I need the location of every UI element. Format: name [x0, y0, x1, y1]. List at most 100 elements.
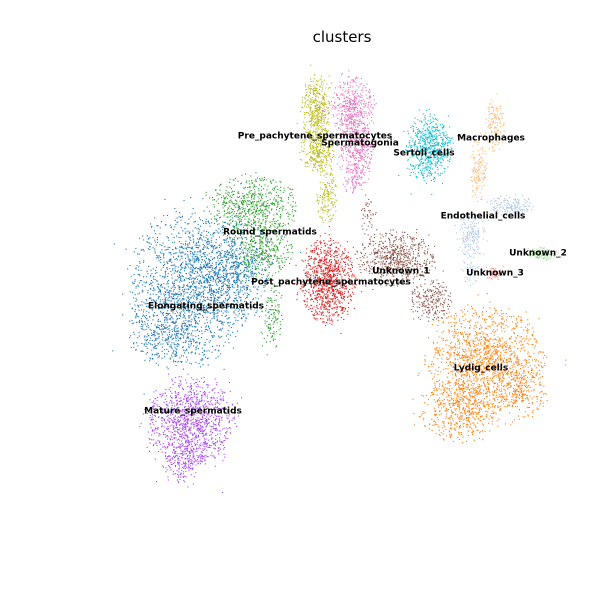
data-point — [496, 134, 498, 136]
data-point — [486, 162, 488, 164]
data-point — [471, 227, 473, 229]
data-point — [360, 149, 362, 151]
data-point — [356, 112, 358, 114]
data-point — [490, 126, 492, 128]
data-point — [540, 250, 542, 252]
data-point — [353, 102, 355, 104]
data-point — [437, 160, 439, 162]
data-point — [340, 285, 342, 287]
data-point — [320, 118, 322, 120]
data-point — [258, 255, 260, 257]
data-point — [494, 117, 496, 119]
data-point — [329, 87, 331, 89]
data-point — [354, 130, 356, 132]
data-point — [276, 209, 278, 211]
data-point — [320, 151, 322, 153]
data-point — [259, 218, 261, 220]
data-point — [258, 220, 260, 222]
data-point — [314, 163, 316, 165]
data-point — [346, 108, 348, 110]
data-point — [283, 246, 285, 248]
data-point — [248, 251, 250, 253]
data-point — [241, 206, 243, 208]
data-point — [443, 149, 445, 151]
data-point — [321, 302, 323, 304]
data-point — [260, 224, 262, 226]
data-point — [224, 213, 226, 215]
data-point — [349, 132, 351, 134]
data-point — [327, 271, 329, 273]
data-point — [492, 120, 494, 122]
data-point — [415, 175, 417, 177]
data-point — [239, 237, 241, 239]
data-point — [244, 207, 246, 209]
data-point — [315, 318, 317, 320]
data-point — [499, 271, 501, 273]
data-point — [293, 214, 295, 216]
data-point — [514, 199, 516, 201]
data-point — [418, 152, 420, 154]
data-point — [340, 110, 342, 112]
data-point — [348, 107, 350, 109]
data-point — [468, 271, 470, 273]
data-point — [344, 119, 346, 121]
data-point — [307, 99, 309, 101]
data-point — [335, 251, 337, 253]
data-point — [310, 81, 312, 83]
data-point — [311, 118, 313, 120]
data-point — [352, 127, 354, 129]
data-point — [333, 256, 335, 258]
data-point — [432, 149, 434, 151]
data-point — [354, 133, 356, 135]
data-point — [474, 236, 476, 238]
data-point — [331, 159, 333, 161]
data-point — [347, 313, 349, 315]
data-point — [310, 156, 312, 158]
data-point — [474, 162, 476, 164]
data-point — [335, 262, 337, 264]
data-point — [490, 275, 492, 277]
data-point — [291, 211, 293, 213]
data-point — [252, 253, 254, 255]
data-point — [311, 282, 313, 284]
data-point — [413, 153, 415, 155]
data-point — [360, 172, 362, 174]
data-point — [495, 131, 497, 133]
data-point — [320, 206, 322, 208]
data-point — [427, 130, 429, 132]
data-point — [213, 199, 215, 201]
data-point — [355, 172, 357, 174]
data-point — [350, 119, 352, 121]
data-point — [347, 290, 349, 292]
data-point — [439, 145, 441, 147]
data-point — [321, 118, 323, 120]
data-point — [354, 99, 356, 101]
data-point — [225, 202, 227, 204]
data-point — [243, 263, 245, 265]
data-point — [321, 142, 323, 144]
data-point — [341, 122, 343, 124]
data-point — [259, 225, 261, 227]
data-point — [317, 170, 319, 172]
data-point — [258, 224, 260, 226]
data-point — [338, 86, 340, 88]
data-point — [355, 150, 357, 152]
data-point — [247, 200, 249, 202]
data-point — [253, 218, 255, 220]
data-point — [348, 150, 350, 152]
data-point — [328, 75, 330, 77]
data-point — [323, 262, 325, 264]
data-point — [266, 255, 268, 257]
data-point — [356, 278, 358, 280]
data-point — [268, 267, 270, 269]
data-point — [464, 262, 466, 264]
data-point — [463, 260, 465, 262]
cluster-points-unknown-3 — [485, 265, 511, 280]
data-point — [499, 122, 501, 124]
data-point — [270, 226, 272, 228]
data-point — [480, 172, 482, 174]
data-point — [433, 151, 435, 153]
data-point — [232, 238, 234, 240]
data-point — [279, 257, 281, 259]
data-point — [348, 134, 350, 136]
